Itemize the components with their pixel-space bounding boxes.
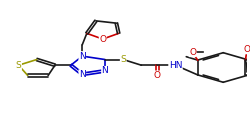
Text: O: O: [99, 35, 106, 44]
Text: O: O: [189, 48, 196, 57]
Text: N: N: [79, 52, 86, 61]
Text: S: S: [16, 61, 22, 70]
Text: S: S: [120, 55, 126, 64]
Text: N: N: [102, 66, 108, 75]
Text: O: O: [244, 45, 250, 54]
Text: O: O: [154, 71, 161, 80]
Text: N: N: [79, 70, 86, 79]
Text: HN: HN: [169, 61, 182, 70]
